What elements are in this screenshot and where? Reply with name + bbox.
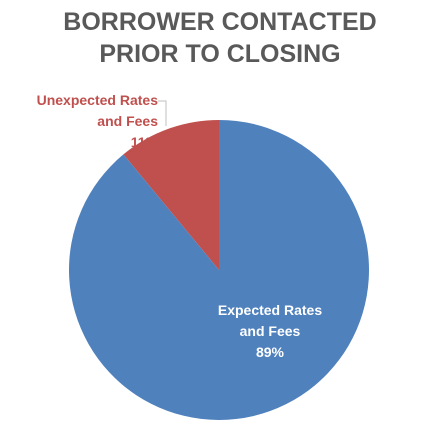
leader-line xyxy=(158,100,167,126)
category-label: Unexpected Rates and Fees xyxy=(36,92,158,129)
chart-title: BORROWER CONTACTED PRIOR TO CLOSING xyxy=(63,8,377,68)
slice-label: Unexpected Rates and Fees 11% xyxy=(0,90,158,153)
pie-slice xyxy=(69,120,370,420)
category-label: Expected Rates and Fees xyxy=(217,302,323,339)
pie-slice xyxy=(123,120,219,270)
value-label: 11% xyxy=(130,134,158,150)
slice-label: Expected Rates and Fees 89% xyxy=(195,300,345,363)
value-label: 89% xyxy=(255,344,285,360)
